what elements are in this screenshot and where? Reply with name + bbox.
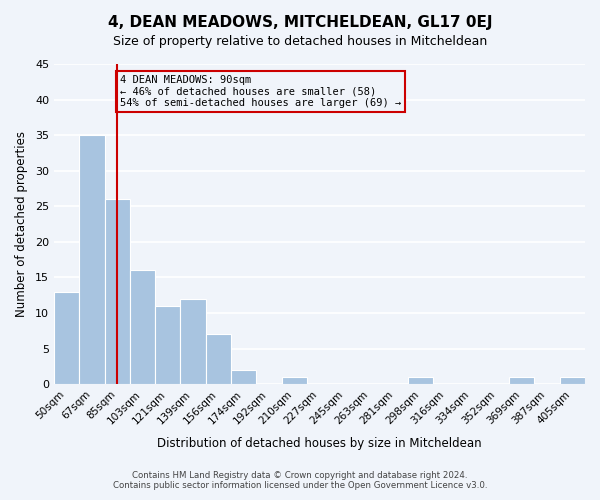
Bar — [231, 370, 256, 384]
Bar — [408, 377, 433, 384]
Bar — [509, 377, 535, 384]
Bar — [281, 377, 307, 384]
Bar — [130, 270, 155, 384]
Bar — [54, 292, 79, 384]
Bar — [560, 377, 585, 384]
Bar — [104, 199, 130, 384]
Text: Size of property relative to detached houses in Mitcheldean: Size of property relative to detached ho… — [113, 35, 487, 48]
Text: 4, DEAN MEADOWS, MITCHELDEAN, GL17 0EJ: 4, DEAN MEADOWS, MITCHELDEAN, GL17 0EJ — [108, 15, 492, 30]
Text: Contains HM Land Registry data © Crown copyright and database right 2024.
Contai: Contains HM Land Registry data © Crown c… — [113, 470, 487, 490]
Y-axis label: Number of detached properties: Number of detached properties — [15, 131, 28, 317]
X-axis label: Distribution of detached houses by size in Mitcheldean: Distribution of detached houses by size … — [157, 437, 482, 450]
Bar — [155, 306, 181, 384]
Bar — [181, 299, 206, 384]
Bar — [206, 334, 231, 384]
Bar — [79, 135, 104, 384]
Text: 4 DEAN MEADOWS: 90sqm
← 46% of detached houses are smaller (58)
54% of semi-deta: 4 DEAN MEADOWS: 90sqm ← 46% of detached … — [119, 74, 401, 108]
